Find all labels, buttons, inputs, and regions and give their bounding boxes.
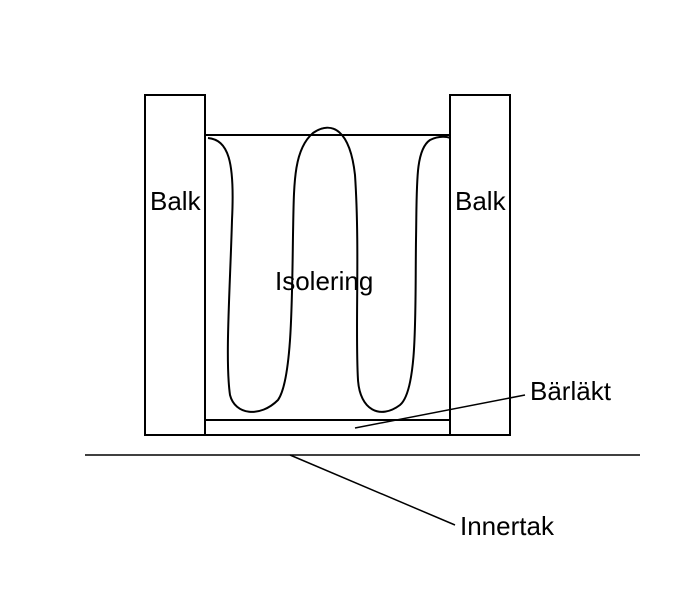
barlakt-rect xyxy=(205,420,450,435)
innertak-label: Innertak xyxy=(460,511,555,541)
left-balk-rect xyxy=(145,95,205,435)
balk-right-label: Balk xyxy=(455,186,507,216)
balk-left-label: Balk xyxy=(150,186,202,216)
right-balk-rect xyxy=(450,95,510,435)
barlakt-label: Bärläkt xyxy=(530,376,612,406)
innertak-leader xyxy=(290,455,455,525)
isolering-label: Isolering xyxy=(275,266,373,296)
diagram-canvas: Balk Balk Isolering Bärläkt Innertak xyxy=(0,0,700,605)
